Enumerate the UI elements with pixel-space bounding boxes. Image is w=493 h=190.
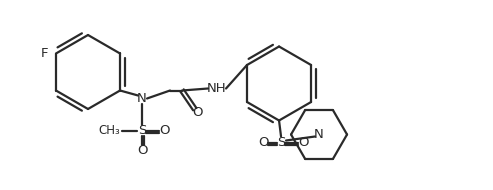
- Text: NH: NH: [207, 82, 227, 95]
- Text: O: O: [159, 124, 169, 137]
- Text: O: O: [137, 144, 147, 157]
- Text: CH₃: CH₃: [98, 124, 120, 137]
- Text: O: O: [298, 136, 308, 149]
- Text: N: N: [137, 92, 147, 105]
- Text: S: S: [138, 124, 146, 137]
- Text: N: N: [314, 128, 324, 141]
- Text: F: F: [40, 47, 48, 60]
- Text: O: O: [258, 136, 268, 149]
- Text: O: O: [192, 106, 202, 119]
- Text: S: S: [277, 136, 285, 149]
